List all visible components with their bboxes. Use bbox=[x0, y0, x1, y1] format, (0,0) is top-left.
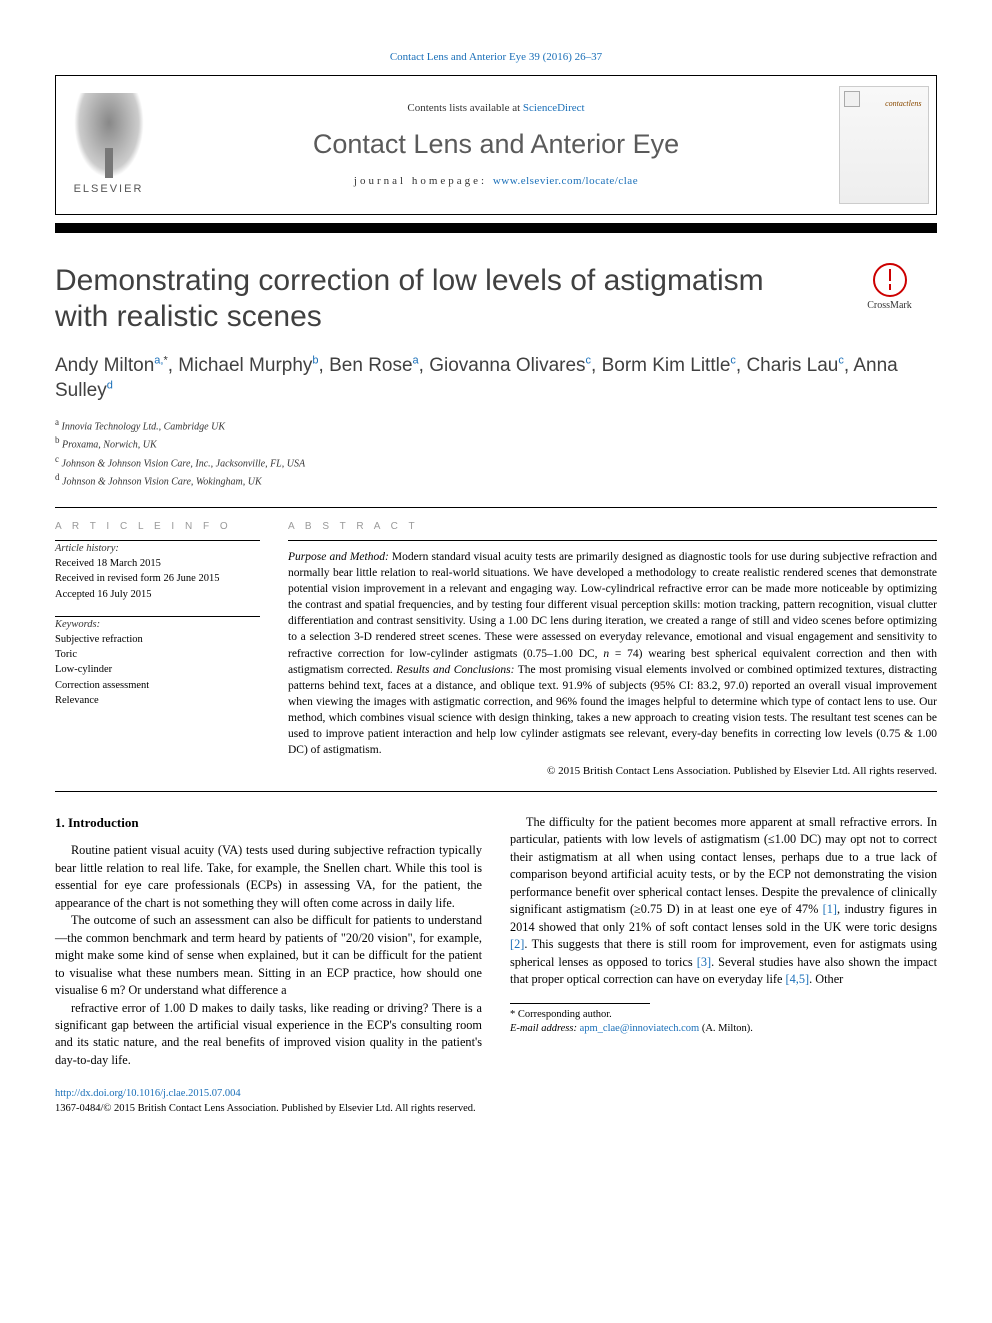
journal-homepage-line: journal homepage: www.elsevier.com/locat… bbox=[171, 174, 821, 189]
issn-copyright-line: 1367-0484/© 2015 British Contact Lens As… bbox=[55, 1102, 937, 1116]
journal-header-box: ELSEVIER Contents lists available at Sci… bbox=[55, 75, 937, 215]
crossmark-badge[interactable]: CrossMark bbox=[842, 263, 937, 313]
header-center: Contents lists available at ScienceDirec… bbox=[161, 76, 831, 214]
corresponding-author-footnote: * Corresponding author. E-mail address: … bbox=[510, 1008, 937, 1037]
history-line: Accepted 16 July 2015 bbox=[55, 587, 260, 602]
email-suffix: (A. Milton). bbox=[699, 1023, 753, 1034]
keywords-label: Keywords: bbox=[55, 617, 260, 632]
history-line: Received 18 March 2015 bbox=[55, 556, 260, 571]
homepage-link[interactable]: www.elsevier.com/locate/clae bbox=[493, 175, 638, 187]
email-label: E-mail address: bbox=[510, 1023, 580, 1034]
author-email-link[interactable]: apm_clae@innoviatech.com bbox=[580, 1023, 700, 1034]
affiliations: a Innovia Technology Ltd., Cambridge UKb… bbox=[55, 416, 937, 489]
page-footer: http://dx.doi.org/10.1016/j.clae.2015.07… bbox=[55, 1087, 937, 1115]
title-row: Demonstrating correction of low levels o… bbox=[55, 263, 937, 335]
keyword-line: Relevance bbox=[55, 693, 260, 708]
article-title: Demonstrating correction of low levels o… bbox=[55, 263, 842, 335]
crossmark-icon bbox=[873, 263, 907, 297]
introduction-section: 1. Introduction Routine patient visual a… bbox=[55, 814, 937, 1069]
header-black-bar bbox=[55, 223, 937, 233]
elsevier-logo[interactable]: ELSEVIER bbox=[56, 76, 161, 214]
intro-heading: 1. Introduction bbox=[55, 814, 482, 832]
author-list: Andy Miltona,*, Michael Murphyb, Ben Ros… bbox=[55, 353, 937, 404]
article-history-block: Article history: Received 18 March 2015R… bbox=[55, 541, 260, 602]
journal-name: Contact Lens and Anterior Eye bbox=[171, 126, 821, 162]
page-container: Contact Lens and Anterior Eye 39 (2016) … bbox=[0, 0, 992, 1156]
keyword-line: Toric bbox=[55, 647, 260, 662]
history-line: Received in revised form 26 June 2015 bbox=[55, 571, 260, 586]
sciencedirect-link[interactable]: ScienceDirect bbox=[523, 102, 585, 114]
abstract-copyright: © 2015 British Contact Lens Association.… bbox=[288, 764, 937, 779]
running-head-citation: 39 (2016) 26–37 bbox=[526, 51, 602, 63]
divider-top bbox=[55, 507, 937, 508]
homepage-label: journal homepage: bbox=[354, 175, 493, 187]
article-info-heading: A R T I C L E I N F O bbox=[55, 520, 260, 534]
contents-available-line: Contents lists available at ScienceDirec… bbox=[171, 101, 821, 116]
doi-link[interactable]: http://dx.doi.org/10.1016/j.clae.2015.07… bbox=[55, 1088, 241, 1099]
journal-cover-thumbnail bbox=[839, 86, 929, 204]
body-paragraph: The outcome of such an assessment can al… bbox=[55, 912, 482, 999]
divider-bottom bbox=[55, 791, 937, 792]
abstract-text: Purpose and Method: Modern standard visu… bbox=[288, 549, 937, 758]
crossmark-label: CrossMark bbox=[867, 300, 911, 311]
keyword-line: Subjective refraction bbox=[55, 632, 260, 647]
body-paragraph: refractive error of 1.00 D makes to dail… bbox=[55, 1000, 482, 1070]
journal-cover[interactable] bbox=[831, 76, 936, 214]
body-paragraph: Routine patient visual acuity (VA) tests… bbox=[55, 842, 482, 912]
corresponding-author-label: * Corresponding author. bbox=[510, 1008, 937, 1023]
abstract-heading: A B S T R A C T bbox=[288, 520, 937, 534]
keyword-line: Low-cylinder bbox=[55, 662, 260, 677]
affiliation-line: c Johnson & Johnson Vision Care, Inc., J… bbox=[55, 453, 937, 471]
affiliation-line: b Proxama, Norwich, UK bbox=[55, 434, 937, 452]
contents-prefix: Contents lists available at bbox=[407, 102, 522, 114]
keyword-line: Correction assessment bbox=[55, 678, 260, 693]
elsevier-text: ELSEVIER bbox=[74, 182, 144, 197]
affiliation-line: a Innovia Technology Ltd., Cambridge UK bbox=[55, 416, 937, 434]
keywords-block: Keywords: Subjective refractionToricLow-… bbox=[55, 617, 260, 708]
running-head-link[interactable]: Contact Lens and Anterior Eye bbox=[390, 51, 526, 63]
info-abstract-row: A R T I C L E I N F O Article history: R… bbox=[55, 520, 937, 779]
affiliation-line: d Johnson & Johnson Vision Care, Wokingh… bbox=[55, 471, 937, 489]
article-info-column: A R T I C L E I N F O Article history: R… bbox=[55, 520, 260, 779]
abstract-column: A B S T R A C T Purpose and Method: Mode… bbox=[288, 520, 937, 779]
footnote-rule bbox=[510, 1003, 650, 1004]
running-head: Contact Lens and Anterior Eye 39 (2016) … bbox=[55, 50, 937, 65]
elsevier-tree-icon bbox=[74, 93, 144, 178]
body-paragraph: The difficulty for the patient becomes m… bbox=[510, 814, 937, 989]
article-history-label: Article history: bbox=[55, 541, 260, 556]
body-two-column: 1. Introduction Routine patient visual a… bbox=[55, 814, 937, 1069]
